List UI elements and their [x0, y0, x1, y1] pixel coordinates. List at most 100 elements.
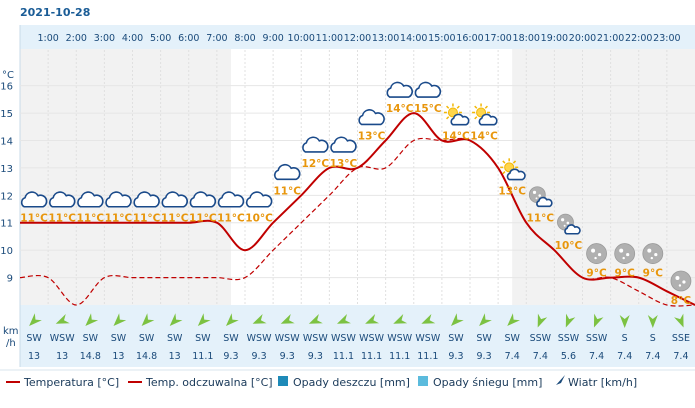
wind-direction: SW: [504, 333, 520, 344]
cloud-shape: [330, 136, 357, 153]
moon-crater: [535, 197, 538, 200]
moon-icon: [642, 243, 664, 264]
legend: Temperatura [°C] Temp. odczuwalna [°C] Opa…: [6, 375, 637, 389]
hour-tick-label: 12:00: [344, 33, 371, 44]
hour-tick-label: 11:00: [316, 33, 343, 44]
hour-tick-label: 9:00: [262, 33, 283, 44]
cloud-icon: [49, 191, 76, 208]
moon-icon: [670, 270, 692, 292]
temperature-label: 14°C: [442, 130, 470, 142]
wind-direction: WSW: [331, 333, 356, 344]
wind-arrow-icon: [393, 314, 408, 324]
moon-crater: [538, 194, 541, 197]
wind-direction: WSW: [415, 333, 440, 344]
moon-crater: [597, 252, 602, 257]
wind-direction: SW: [476, 333, 492, 344]
day-background: [230, 25, 513, 305]
cloud-shape: [478, 113, 498, 126]
legend-box-swatch: [418, 376, 428, 386]
wind-speed: 11.1: [333, 351, 354, 362]
wind-direction: S: [650, 333, 656, 344]
wind-speed: 9.3: [252, 351, 267, 362]
temperature-label: 11°C: [527, 213, 555, 225]
wind-arrow-icon: [336, 314, 351, 324]
y-tick-label: 16: [0, 82, 13, 93]
wind-arrow-icon: [252, 314, 267, 324]
cloud-shape: [161, 191, 188, 208]
wind-speed: 13: [169, 351, 181, 362]
hour-bar: [20, 25, 695, 49]
temperature-label: 9°C: [586, 268, 607, 280]
moon-icon: [586, 243, 607, 264]
temperature-label: 11°C: [77, 213, 105, 225]
wind-arrow-shape: [421, 314, 436, 324]
cloud-shape: [105, 191, 132, 208]
cloud-icon: [245, 191, 273, 208]
y-tick-label: 14: [0, 136, 13, 147]
cloud-shape: [20, 191, 48, 208]
wind-direction: SW: [195, 333, 211, 344]
cloud-icon: [189, 191, 217, 208]
sun-ray: [502, 171, 506, 175]
legend-label: Opady śniegu [mm]: [433, 376, 542, 389]
wind-arrow-icon: [421, 314, 436, 324]
moon-crater: [650, 256, 654, 260]
cloud-shape: [536, 196, 553, 208]
sun-cloud-icon: [500, 158, 526, 181]
cloud-shape: [189, 191, 217, 208]
temperature-label: 11°C: [48, 213, 76, 225]
temperature-label: 11°C: [217, 213, 245, 225]
temperature-label: 14°C: [386, 103, 414, 115]
wind-direction: WSW: [387, 333, 412, 344]
cloud-icon: [217, 191, 245, 208]
temperature-label: 11°C: [105, 213, 133, 225]
moon-crater: [563, 224, 566, 227]
wind-arrow-icon: [365, 314, 380, 324]
moon-cloud-icon: [557, 213, 581, 235]
cloud-icon: [302, 136, 329, 153]
sun-ray: [456, 105, 460, 109]
hour-tick-label: 23:00: [653, 33, 680, 44]
wind-speed: 7.4: [589, 351, 604, 362]
wind-speed: 14.8: [136, 351, 157, 362]
wind-direction: WSW: [359, 333, 384, 344]
sun-ray: [512, 160, 517, 164]
cloud-icon: [358, 109, 385, 126]
temperature-label: 10°C: [245, 213, 273, 225]
hour-tick-label: 2:00: [66, 33, 87, 44]
wind-arrow-icon: [674, 313, 684, 328]
moon-crater: [682, 280, 686, 284]
temperature-label: 11°C: [133, 213, 161, 225]
legend-label: Opady deszczu [mm]: [293, 376, 410, 389]
temperature-label: 9°C: [643, 268, 664, 280]
moon-icon: [614, 243, 636, 264]
moon-crater: [619, 248, 624, 253]
hour-tick-label: 7:00: [206, 33, 227, 44]
wind-arrow-shape: [393, 314, 408, 324]
temperature-label: 11°C: [161, 213, 189, 225]
wind-arrow-icon: [280, 314, 295, 324]
wind-unit-km: km: [3, 326, 19, 337]
hour-axis: 1:00 2:00 3:00 4:00 5:00 6:00 7:00 8:00 9:00 10:0…: [37, 33, 680, 44]
wind-direction: SW: [223, 333, 239, 344]
temperature-label: 13°C: [330, 158, 358, 170]
chart-date-title: 2021-10-28: [20, 6, 90, 19]
background-layer: [0, 25, 695, 371]
weather-icons: [20, 81, 692, 292]
cloud-shape: [302, 136, 329, 153]
wind-speed: 7.4: [533, 351, 548, 362]
wind-unit-h: /h: [6, 338, 16, 349]
hour-tick-label: 15:00: [428, 33, 455, 44]
legend-label: Temp. odczuwalna [°C]: [145, 376, 273, 389]
moon-crater: [622, 256, 625, 260]
temperature-label: 10°C: [555, 240, 583, 252]
moon-disc: [614, 243, 636, 264]
y-tick-label: 10: [0, 246, 13, 257]
wind-speed: 7.4: [673, 351, 688, 362]
temperature-label: 11°C: [273, 185, 301, 197]
y-tick-label: 11: [0, 219, 13, 230]
wind-direction: SW: [83, 333, 99, 344]
wind-direction: S: [622, 333, 628, 344]
cloud-icon: [77, 191, 104, 208]
